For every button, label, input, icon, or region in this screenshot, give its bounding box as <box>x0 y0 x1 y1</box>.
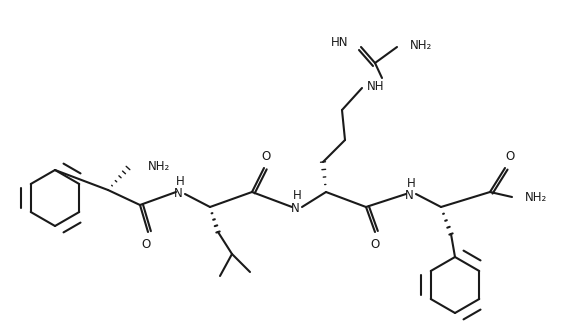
Text: H: H <box>293 188 301 201</box>
Text: O: O <box>261 150 271 163</box>
Text: O: O <box>142 237 151 250</box>
Text: N: N <box>405 188 414 201</box>
Text: NH₂: NH₂ <box>525 190 547 203</box>
Text: HN: HN <box>330 35 348 48</box>
Text: NH₂: NH₂ <box>148 160 170 172</box>
Text: O: O <box>505 150 515 163</box>
Text: NH₂: NH₂ <box>410 38 432 51</box>
Text: O: O <box>370 237 379 250</box>
Text: H: H <box>407 176 415 189</box>
Text: N: N <box>174 186 183 199</box>
Text: N: N <box>291 201 300 214</box>
Text: NH: NH <box>367 79 384 93</box>
Text: H: H <box>175 174 184 187</box>
